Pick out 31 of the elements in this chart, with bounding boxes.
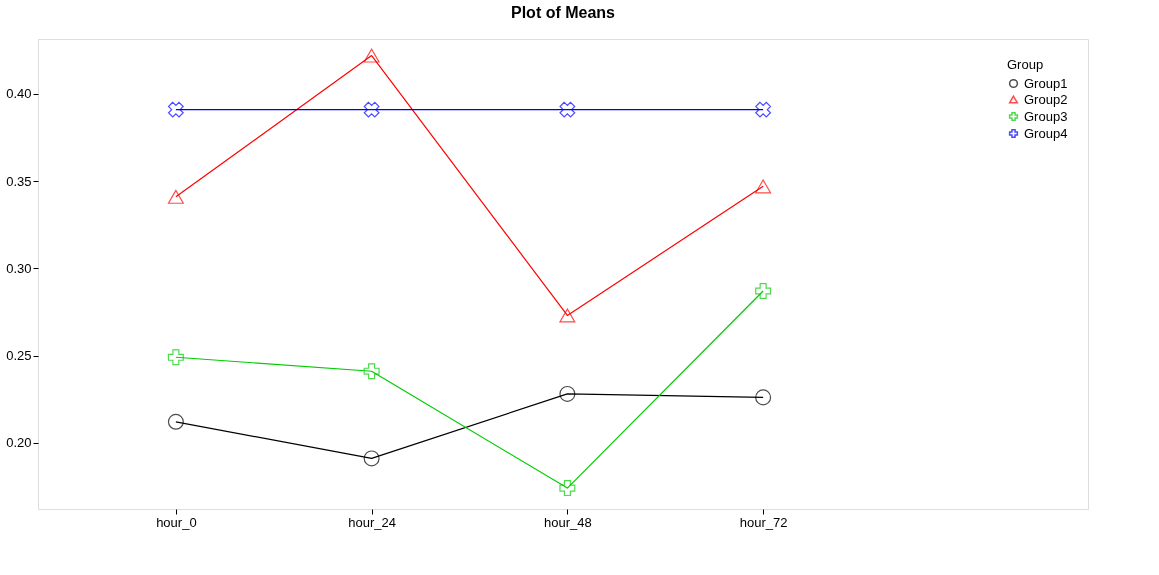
y-tick-label: 0.30	[6, 260, 32, 276]
legend-label: Group4	[1024, 125, 1068, 141]
x-tick-label: hour_48	[544, 514, 592, 530]
legend-label: Group1	[1024, 75, 1068, 91]
y-tick-label: 0.20	[6, 435, 32, 451]
point	[167, 349, 184, 366]
chart-title: Plot of Means	[510, 4, 616, 21]
point	[363, 101, 380, 118]
point	[167, 189, 184, 204]
x-tick-label: hour_72	[739, 514, 788, 530]
x-tick-label: hour_0	[156, 514, 197, 530]
y-tick-label: 0.40	[6, 86, 32, 102]
point	[755, 389, 772, 406]
y-tick-label: 0.35	[6, 173, 32, 189]
point	[755, 282, 772, 300]
point	[363, 363, 380, 380]
point	[559, 385, 576, 402]
legend-label: Group2	[1024, 91, 1068, 107]
point	[363, 450, 380, 467]
y-tick-label: 0.25	[6, 348, 32, 364]
point	[363, 48, 380, 63]
legend-title: Group	[1007, 57, 1044, 72]
x-tick-label: hour_24	[348, 514, 396, 530]
legend-label: Group3	[1024, 108, 1068, 124]
point	[559, 308, 576, 323]
point	[559, 101, 576, 118]
point	[559, 480, 576, 497]
point	[167, 413, 184, 430]
point	[755, 179, 772, 194]
point	[167, 101, 184, 118]
point	[755, 101, 772, 118]
